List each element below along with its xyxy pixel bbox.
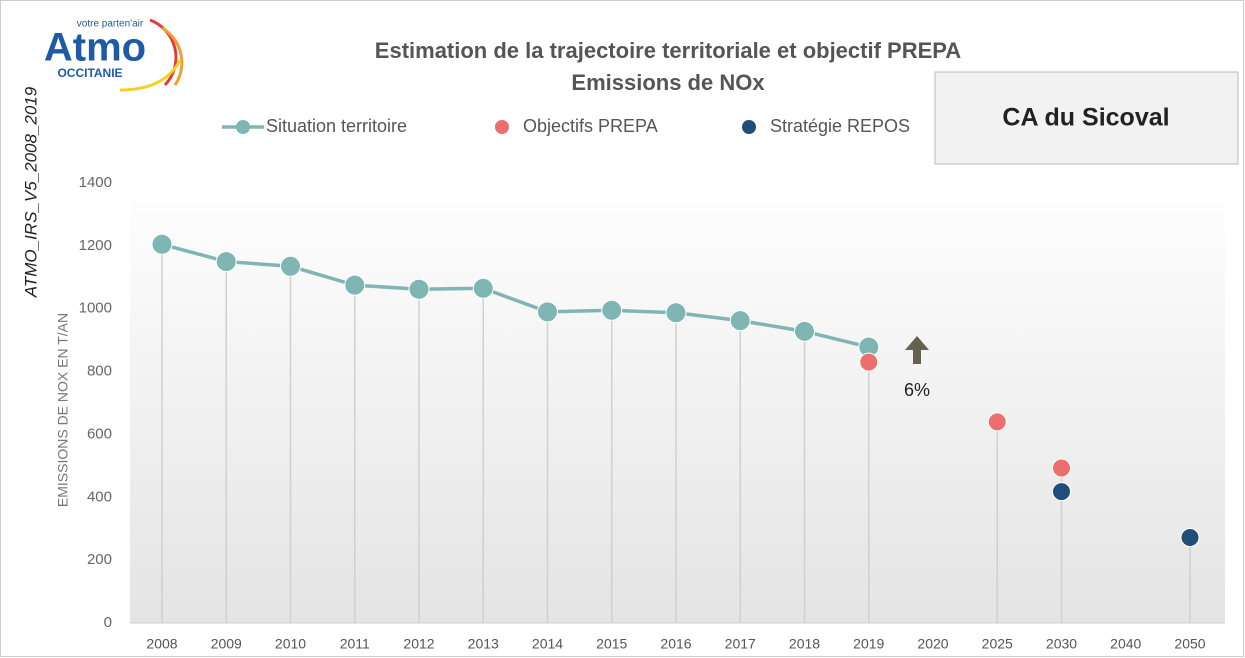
point	[215, 251, 237, 273]
x-tick-label: 2018	[789, 636, 820, 652]
arrow-icon	[905, 336, 929, 364]
x-tick-label: 2040	[1110, 636, 1141, 652]
legend-marker	[742, 120, 756, 134]
y-tick-label: 200	[87, 551, 112, 568]
territory-name: CA du Sicoval	[1002, 104, 1169, 132]
x-tick-label: 2050	[1174, 636, 1205, 652]
x-tick-label: 2030	[1046, 636, 1077, 652]
x-tick-label: 2013	[468, 636, 499, 652]
legend-label: Stratégie REPOS	[770, 116, 910, 136]
point	[408, 278, 430, 300]
point	[344, 274, 366, 296]
x-tick-label: 2014	[532, 636, 563, 652]
x-tick-label: 2019	[853, 636, 884, 652]
territory-box	[934, 71, 1239, 165]
y-tick-label: 1000	[79, 300, 112, 317]
plot-area	[130, 175, 1225, 623]
point	[987, 412, 1007, 432]
point	[794, 320, 815, 342]
point	[280, 255, 301, 277]
x-tick-label: 2009	[211, 636, 242, 652]
logo-tagline: votre parten'air	[77, 19, 144, 30]
point	[859, 352, 879, 372]
legend-marker	[495, 120, 509, 134]
point	[1052, 458, 1071, 478]
annotation: 6%	[904, 380, 930, 400]
point	[601, 299, 623, 321]
x-tick-label: 2008	[146, 636, 177, 652]
x-tick-label: 2011	[340, 636, 370, 652]
y-tick-label: 0	[104, 614, 112, 631]
logo-region: OCCITANIE	[57, 66, 122, 80]
logo-name: Atmo	[44, 26, 146, 70]
y-tick-label: 600	[87, 425, 112, 442]
legend-marker	[236, 120, 250, 134]
x-tick-label: 2012	[403, 636, 434, 652]
point	[665, 302, 687, 324]
legend-label: Situation territoire	[266, 116, 407, 136]
y-tick-label: 400	[87, 488, 112, 505]
y-tick-label: 1400	[79, 174, 112, 191]
point	[151, 233, 173, 255]
x-tick-label: 2015	[596, 636, 627, 652]
logo-arc	[119, 59, 182, 92]
point	[537, 301, 558, 323]
point	[1052, 482, 1071, 502]
logo-arc	[149, 18, 178, 87]
y-tick-label: 1200	[79, 237, 112, 254]
chart-subtitle: Emissions de NOx	[571, 70, 765, 95]
side-label: ATMO_IRS_V5_2008_2019	[21, 86, 40, 298]
x-tick-label: 2010	[275, 636, 306, 652]
chart-title: Estimation de la trajectoire territorial…	[375, 38, 962, 63]
x-tick-label: 2025	[982, 636, 1013, 652]
y-tick-label: 800	[87, 363, 112, 380]
series-line	[161, 242, 870, 349]
x-tick-label: 2020	[917, 636, 948, 652]
point	[729, 310, 751, 332]
x-tick-label: 2016	[660, 636, 691, 652]
x-tick-label: 2017	[725, 636, 756, 652]
point	[1180, 528, 1200, 548]
point	[472, 277, 494, 299]
legend-label: Objectifs PREPA	[523, 116, 658, 136]
y-axis-label: EMISSIONS DE NOX EN T/AN	[55, 313, 71, 507]
logo-arc	[161, 26, 184, 86]
